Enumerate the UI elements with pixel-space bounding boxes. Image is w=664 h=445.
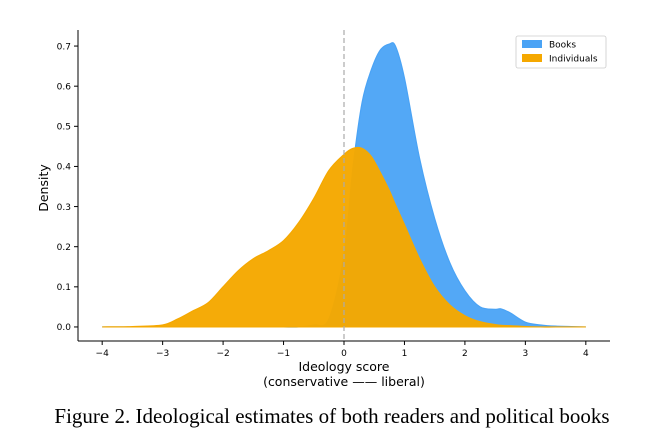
- x-tick-label: −3: [156, 349, 169, 359]
- y-tick-label: 0.1: [57, 283, 71, 293]
- x-axis-label-line2: (conservative —— liberal): [263, 374, 425, 389]
- legend-label-individuals: Individuals: [549, 55, 598, 65]
- legend-label-books: Books: [549, 41, 576, 51]
- y-tick-label: 0.2: [57, 243, 71, 253]
- x-tick-label: −4: [96, 349, 110, 359]
- y-tick-label: 0.6: [57, 82, 72, 92]
- y-tick-label: 0.5: [57, 123, 71, 133]
- x-tick-label: 3: [522, 349, 528, 359]
- x-tick-label: 4: [583, 349, 589, 359]
- plot-area: −4 −3 −2 −1 0 1 2 3 4 0.0 0.1 0.2 0.3 0.4 0.5 0.6 0.7: [57, 30, 610, 359]
- y-tick-label: 0.3: [57, 203, 71, 213]
- x-tick-label: 1: [402, 349, 408, 359]
- x-axis-ticks: −4 −3 −2 −1 0 1 2 3 4: [96, 341, 589, 359]
- y-axis-label: Density: [36, 164, 51, 212]
- density-chart: −4 −3 −2 −1 0 1 2 3 4 0.0 0.1 0.2 0.3 0.4 0.5 0.6 0.7 D…: [36, 30, 610, 389]
- legend-swatch-books: [522, 40, 542, 48]
- x-tick-label: 2: [462, 349, 468, 359]
- x-axis-label-line1: Ideology score: [299, 359, 390, 374]
- legend: Books Individuals: [515, 35, 607, 69]
- figure-caption: Figure 2. Ideological estimates of both …: [54, 404, 610, 428]
- density-area-individuals: [102, 146, 586, 328]
- legend-swatch-individuals: [522, 54, 542, 62]
- y-axis-ticks: 0.0 0.1 0.2 0.3 0.4 0.5 0.6 0.7: [57, 42, 78, 333]
- y-tick-label: 0.4: [57, 163, 72, 173]
- x-tick-label: 0: [341, 349, 347, 359]
- x-tick-label: −1: [277, 349, 290, 359]
- y-tick-label: 0.0: [57, 323, 72, 333]
- y-tick-label: 0.7: [57, 42, 71, 52]
- x-tick-label: −2: [216, 349, 229, 359]
